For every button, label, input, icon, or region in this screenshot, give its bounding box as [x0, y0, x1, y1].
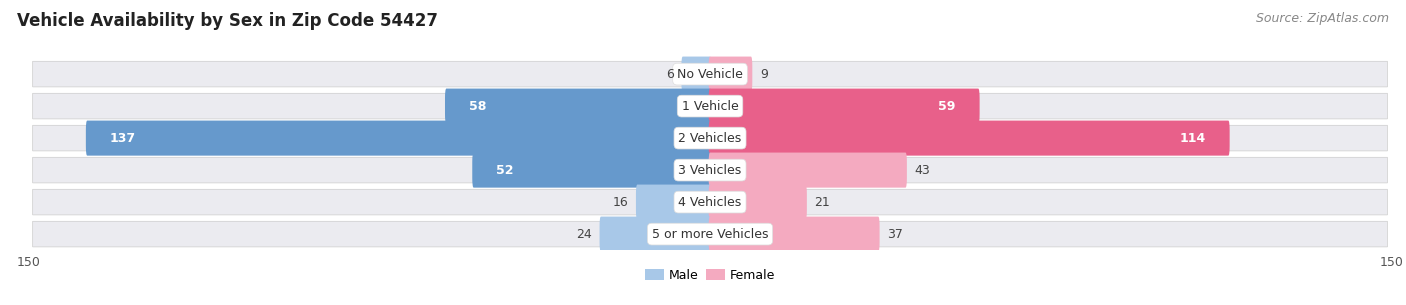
Text: 43: 43 — [915, 163, 931, 177]
Text: 24: 24 — [576, 228, 592, 241]
FancyBboxPatch shape — [709, 56, 752, 92]
FancyBboxPatch shape — [472, 152, 711, 188]
FancyBboxPatch shape — [709, 88, 980, 124]
FancyBboxPatch shape — [709, 217, 880, 252]
FancyBboxPatch shape — [444, 88, 711, 124]
FancyBboxPatch shape — [709, 152, 907, 188]
FancyBboxPatch shape — [636, 185, 711, 220]
Text: 37: 37 — [887, 228, 903, 241]
Text: 21: 21 — [814, 196, 831, 209]
Text: 1 Vehicle: 1 Vehicle — [682, 100, 738, 113]
FancyBboxPatch shape — [32, 157, 1388, 183]
FancyBboxPatch shape — [32, 93, 1388, 119]
Text: Vehicle Availability by Sex in Zip Code 54427: Vehicle Availability by Sex in Zip Code … — [17, 12, 437, 30]
Legend: Male, Female: Male, Female — [640, 264, 780, 287]
FancyBboxPatch shape — [32, 221, 1388, 247]
Text: 137: 137 — [110, 131, 136, 145]
FancyBboxPatch shape — [709, 120, 1230, 156]
Text: 59: 59 — [938, 100, 956, 113]
Text: 2 Vehicles: 2 Vehicles — [679, 131, 741, 145]
FancyBboxPatch shape — [709, 185, 807, 220]
Text: 5 or more Vehicles: 5 or more Vehicles — [652, 228, 768, 241]
FancyBboxPatch shape — [32, 125, 1388, 151]
FancyBboxPatch shape — [682, 56, 711, 92]
Text: 4 Vehicles: 4 Vehicles — [679, 196, 741, 209]
FancyBboxPatch shape — [32, 61, 1388, 87]
Text: 16: 16 — [613, 196, 628, 209]
FancyBboxPatch shape — [599, 217, 711, 252]
Text: 114: 114 — [1180, 131, 1205, 145]
Text: 6: 6 — [666, 68, 673, 81]
Text: 3 Vehicles: 3 Vehicles — [679, 163, 741, 177]
Text: No Vehicle: No Vehicle — [678, 68, 742, 81]
Text: Source: ZipAtlas.com: Source: ZipAtlas.com — [1256, 12, 1389, 25]
Text: 9: 9 — [761, 68, 768, 81]
FancyBboxPatch shape — [32, 189, 1388, 215]
Text: 58: 58 — [470, 100, 486, 113]
Text: 52: 52 — [496, 163, 513, 177]
FancyBboxPatch shape — [86, 120, 711, 156]
